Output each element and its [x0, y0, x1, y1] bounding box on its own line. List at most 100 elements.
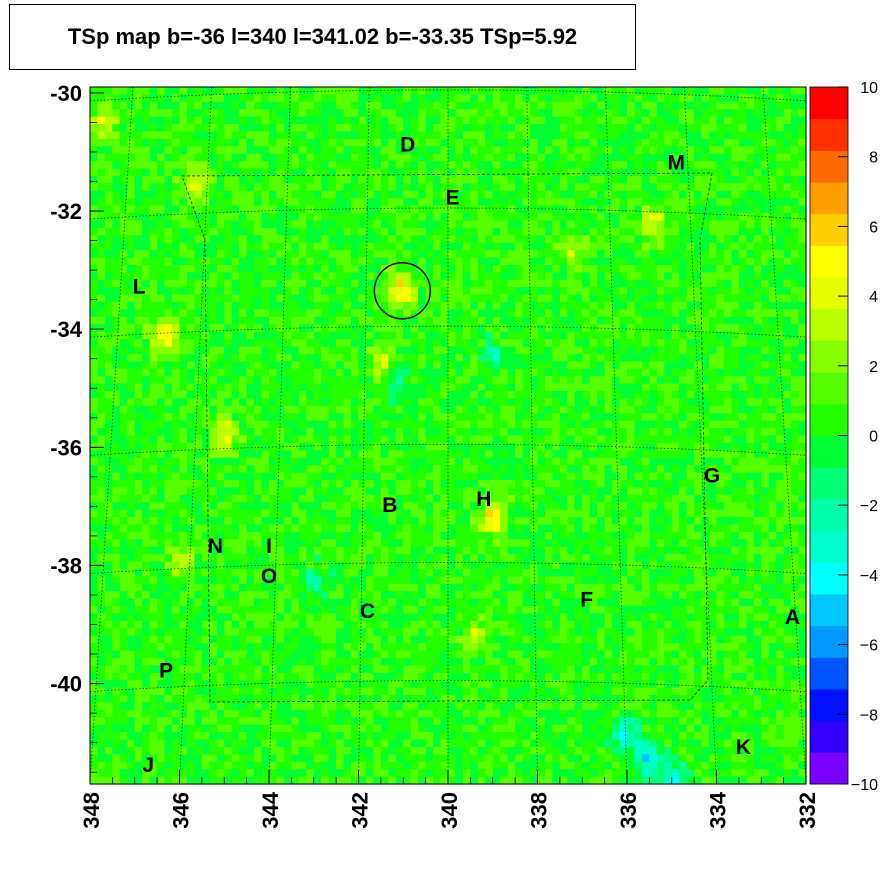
heatmap-cell — [239, 227, 248, 236]
heatmap-cell — [582, 420, 591, 429]
heatmap-cell — [142, 250, 151, 259]
heatmap-cell — [216, 175, 225, 184]
heatmap-cell — [522, 213, 531, 222]
heatmap-cell — [783, 168, 792, 177]
heatmap-cell — [395, 101, 404, 110]
heatmap-cell — [589, 368, 598, 377]
heatmap-cell — [388, 101, 397, 110]
heatmap-cell — [239, 124, 248, 133]
heatmap-cell — [351, 465, 360, 474]
heatmap-cell — [544, 435, 554, 444]
heatmap-cell — [336, 457, 345, 466]
heatmap-cell — [753, 131, 762, 140]
heatmap-cell — [515, 450, 524, 459]
heatmap-cell — [164, 198, 173, 207]
heatmap-cell — [343, 383, 352, 392]
heatmap-cell — [276, 361, 285, 370]
heatmap-cell — [522, 161, 531, 170]
heatmap-cell — [686, 428, 695, 437]
heatmap-cell — [313, 124, 322, 133]
heatmap-cell — [97, 264, 106, 273]
heatmap-cell — [90, 161, 99, 170]
heatmap-cell — [186, 457, 196, 466]
heatmap-cell — [656, 324, 665, 333]
heatmap-cell — [671, 309, 680, 318]
heatmap-cell — [194, 346, 203, 355]
heatmap-cell — [276, 175, 285, 184]
heatmap-cell — [448, 428, 457, 437]
heatmap-cell — [358, 316, 367, 325]
heatmap-cell — [798, 205, 807, 214]
heatmap-cell — [701, 391, 710, 400]
heatmap-cell — [492, 138, 501, 147]
heatmap-cell — [254, 205, 263, 214]
heatmap-cell — [328, 450, 337, 459]
heatmap-cell — [313, 302, 322, 311]
heatmap-cell — [112, 420, 121, 429]
heatmap-cell — [365, 168, 375, 177]
heatmap-cell — [768, 168, 777, 177]
heatmap-cell — [149, 339, 158, 348]
heatmap-cell — [485, 124, 494, 133]
heatmap-cell — [239, 161, 248, 170]
heatmap-cell — [671, 368, 680, 377]
heatmap-cell — [530, 220, 539, 229]
heatmap-cell — [798, 138, 807, 147]
heatmap-cell — [306, 420, 315, 429]
heatmap-cell — [522, 398, 531, 407]
heatmap-cell — [634, 124, 643, 133]
heatmap-cell — [507, 213, 516, 222]
heatmap-cell — [783, 190, 792, 199]
heatmap-cell — [641, 116, 650, 125]
heatmap-cell — [753, 353, 762, 362]
heatmap-cell — [112, 227, 121, 236]
heatmap-cell — [709, 405, 718, 414]
heatmap-cell — [619, 309, 628, 318]
heatmap-cell — [686, 309, 695, 318]
heatmap-cell — [119, 101, 128, 110]
heatmap-cell — [239, 279, 248, 288]
heatmap-cell — [425, 376, 434, 385]
heatmap-cell — [410, 272, 419, 281]
heatmap-cell — [619, 294, 628, 303]
heatmap-cell — [186, 339, 196, 348]
heatmap-cell — [291, 220, 300, 229]
heatmap-cell — [261, 272, 270, 281]
heatmap-cell — [134, 190, 143, 199]
heatmap-cell — [90, 324, 99, 333]
heatmap-cell — [783, 138, 792, 147]
heatmap-cell — [351, 153, 360, 162]
heatmap-cell — [492, 302, 501, 311]
heatmap-cell — [358, 235, 367, 244]
heatmap-cell — [209, 153, 218, 162]
heatmap-cell — [418, 264, 427, 273]
heatmap-cell — [321, 220, 330, 229]
heatmap-cell — [283, 205, 292, 214]
heatmap-cell — [723, 198, 733, 207]
heatmap-cell — [768, 450, 777, 459]
heatmap-cell — [403, 146, 412, 155]
heatmap-cell — [515, 227, 524, 236]
heatmap-cell — [395, 205, 404, 214]
heatmap-cell — [112, 138, 121, 147]
heatmap-cell — [313, 116, 322, 125]
heatmap-cell — [216, 316, 225, 325]
heatmap-cell — [746, 376, 755, 385]
heatmap-cell — [157, 302, 166, 311]
heatmap-cell — [783, 361, 792, 370]
heatmap-cell — [522, 272, 531, 281]
heatmap-cell — [634, 257, 643, 266]
heatmap-cell — [231, 361, 240, 370]
heatmap-cell — [701, 175, 710, 184]
heatmap-cell — [701, 168, 710, 177]
heatmap-cell — [112, 472, 121, 481]
heatmap-cell — [224, 353, 233, 362]
heatmap-cell — [358, 264, 367, 273]
heatmap-cell — [410, 383, 419, 392]
heatmap-cell — [776, 457, 785, 466]
heatmap-cell — [254, 250, 263, 259]
heatmap-cell — [492, 87, 501, 96]
heatmap-cell — [343, 87, 352, 96]
heatmap-cell — [619, 94, 628, 103]
heatmap-cell — [365, 465, 375, 474]
